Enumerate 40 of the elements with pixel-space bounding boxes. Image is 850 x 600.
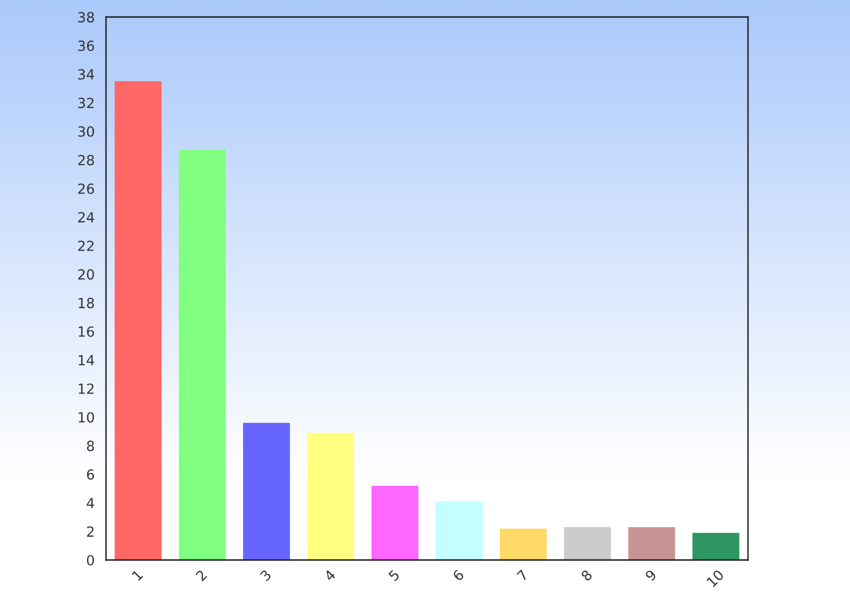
y-tick-label: 20 <box>78 269 94 280</box>
x-tick-label: 2 <box>195 569 208 582</box>
bar <box>436 501 483 560</box>
y-tick-label: 4 <box>86 498 94 508</box>
x-tick-label: 1 <box>132 570 144 581</box>
y-tick-label: 38 <box>78 12 94 22</box>
x-tick-label: 9 <box>644 569 657 582</box>
bar <box>307 432 354 560</box>
y-tick-label: 10 <box>78 412 94 423</box>
bar <box>114 81 162 560</box>
x-tick-label: 5 <box>388 569 400 582</box>
x-tick-label: 10 <box>706 569 724 588</box>
y-tick-label: 30 <box>78 126 94 137</box>
y-tick-label: 18 <box>78 298 94 308</box>
y-tick-label: 8 <box>86 440 94 452</box>
y-tick-label: 36 <box>78 40 94 52</box>
y-tick-label: 14 <box>78 355 94 366</box>
y-tick-label: 24 <box>78 212 94 222</box>
y-tick-label: 28 <box>78 154 94 166</box>
bar <box>500 528 547 560</box>
y-tick-label: 6 <box>87 469 94 480</box>
y-tick-label: 16 <box>78 326 94 337</box>
y-tick-label: 32 <box>78 98 94 108</box>
x-tick-label: 8 <box>580 569 593 582</box>
y-tick-label: 22 <box>78 240 94 251</box>
y-tick-label: 2 <box>87 526 94 537</box>
y-tick-label: 26 <box>78 183 94 194</box>
x-tick-label: 6 <box>452 569 464 582</box>
bar <box>564 527 611 560</box>
y-tick-label: 0 <box>86 554 94 566</box>
bar <box>628 527 676 560</box>
y-tick-label: 12 <box>78 383 94 394</box>
bar <box>178 150 226 560</box>
x-tick-label: 3 <box>260 569 272 582</box>
x-tick-label: 4 <box>324 569 336 582</box>
bar <box>243 422 290 560</box>
y-tick-label: 34 <box>78 69 94 80</box>
bar <box>371 486 418 560</box>
x-tick-label: 7 <box>516 569 528 582</box>
bar <box>692 532 740 560</box>
